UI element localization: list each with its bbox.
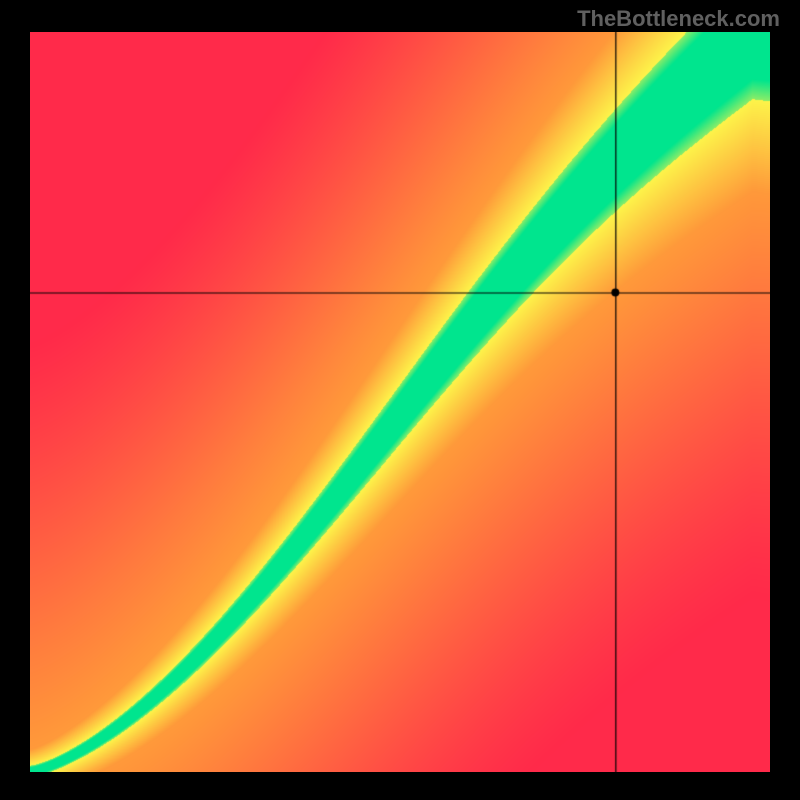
watermark-text: TheBottleneck.com bbox=[577, 6, 780, 32]
crosshair-overlay bbox=[30, 32, 770, 772]
chart-container: TheBottleneck.com bbox=[0, 0, 800, 800]
